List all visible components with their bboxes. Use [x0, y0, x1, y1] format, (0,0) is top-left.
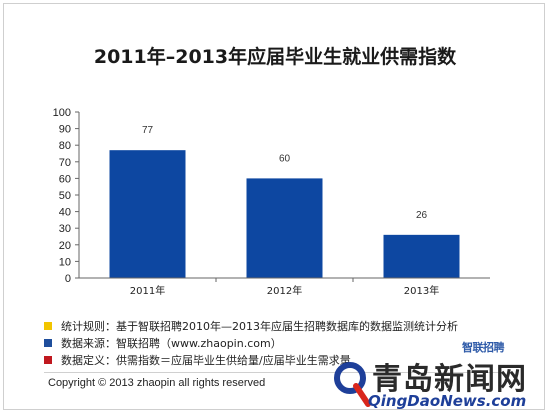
blue-square-icon: [44, 339, 52, 347]
y-tick-label: 90: [59, 124, 71, 136]
data-label: 26: [416, 210, 428, 221]
watermark-url: QingDaoNews.com: [368, 392, 527, 410]
yellow-square-icon: [44, 322, 52, 330]
y-tick-label: 40: [59, 207, 71, 219]
bar: [383, 234, 460, 278]
y-tick-label: 0: [65, 273, 71, 285]
y-tick-label: 10: [59, 256, 71, 268]
red-square-icon: [44, 356, 52, 364]
note-rule-text: 统计规则：基于智联招聘2010年—2013年应届生招聘数据库的数据监测统计分析: [61, 320, 458, 333]
copyright: Copyright © 2013 zhaopin all rights rese…: [48, 377, 266, 389]
bar: [109, 150, 186, 278]
note-definition-text: 数据定义：供需指数＝应届毕业生供给量/应届毕业生需求量: [61, 354, 351, 367]
x-axis: 2011年 2012年 2013年: [79, 277, 490, 297]
notes: 统计规则：基于智联招聘2010年—2013年应届生招聘数据库的数据监测统计分析 …: [44, 318, 458, 369]
y-tick-label: 50: [59, 190, 71, 202]
y-tick-label: 80: [59, 140, 71, 152]
bar: [246, 178, 323, 278]
note-source: 数据来源：智联招聘（www.zhaopin.com）: [44, 335, 458, 351]
y-axis: 0 10 20 30 40 50 60 70 80 90 100: [53, 107, 80, 285]
data-label: 60: [279, 153, 291, 164]
y-tick-label: 20: [59, 240, 71, 252]
y-tick-label: 60: [59, 173, 71, 185]
watermark: 青岛新闻网 QingDaoNews.com: [332, 354, 547, 412]
divider: [44, 372, 504, 373]
y-tick-label: 30: [59, 223, 71, 235]
note-definition: 数据定义：供需指数＝应届毕业生供给量/应届毕业生需求量: [44, 352, 458, 368]
data-label: 77: [142, 125, 154, 136]
x-tick-label: 2011年: [130, 284, 165, 297]
bars: 77 60 26: [109, 125, 460, 278]
y-tick-label: 70: [59, 157, 71, 169]
note-rule: 统计规则：基于智联招聘2010年—2013年应届生招聘数据库的数据监测统计分析: [44, 318, 458, 334]
x-tick-label: 2013年: [404, 284, 439, 297]
zhaopin-logo: 智联招聘: [462, 341, 505, 354]
watermark-name: 青岛新闻网: [372, 362, 527, 397]
note-source-text: 数据来源：智联招聘（www.zhaopin.com）: [61, 337, 282, 350]
q-logo-icon: [334, 362, 371, 407]
y-tick-label: 100: [53, 107, 71, 119]
bar-chart: 0 10 20 30 40 50 60 70 80 90 100 77 60 26 2011年 2012年…: [53, 107, 490, 297]
x-tick-label: 2012年: [267, 284, 302, 297]
chart-title: 2011年–2013年应届毕业生就业供需指数: [93, 46, 457, 68]
